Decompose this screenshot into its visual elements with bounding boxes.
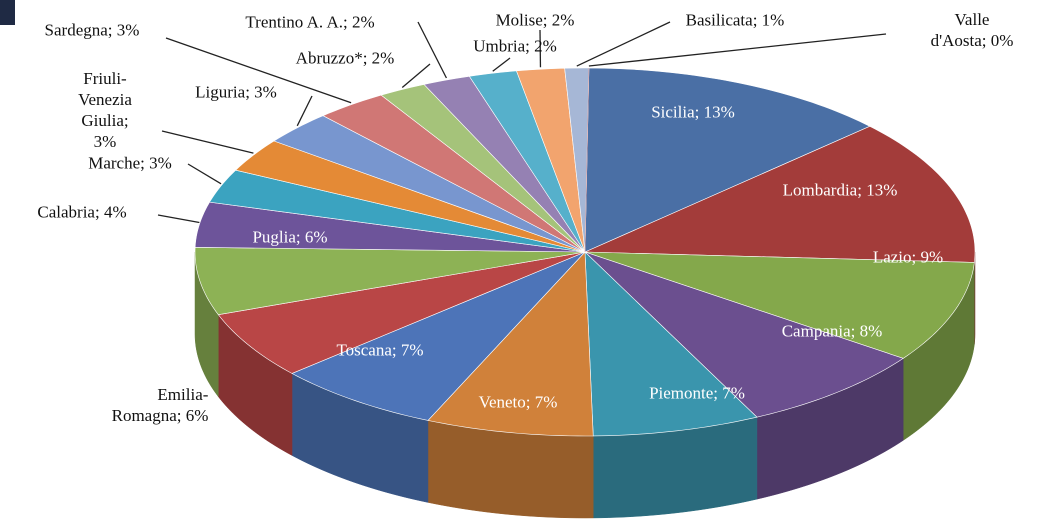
slice — [427, 251, 594, 437]
leader-line — [576, 21, 671, 67]
data-label: Molise; 2% — [495, 10, 575, 30]
leader-line — [187, 163, 222, 185]
data-label: Trentino A. A.; 2% — [245, 12, 375, 32]
data-label: Emilia- Romagna; 6% — [111, 385, 209, 425]
corner-mark — [0, 0, 15, 25]
slice — [584, 251, 975, 359]
data-label: Marche; 3% — [88, 153, 172, 173]
slice — [516, 67, 586, 253]
slice — [380, 84, 586, 253]
data-label: Basilicata; 1% — [685, 10, 785, 30]
slice — [217, 251, 586, 374]
slice — [235, 140, 586, 253]
leader-line — [588, 33, 887, 67]
slice — [584, 251, 904, 418]
data-label: Friuli- Venezia Giulia; 3% — [78, 69, 132, 151]
slice — [194, 246, 586, 316]
slice — [584, 67, 871, 253]
data-label: Veneto; 7% — [478, 392, 558, 412]
data-label: Puglia; 6% — [252, 227, 328, 247]
leader-line — [296, 95, 313, 127]
slice — [194, 201, 586, 253]
data-label: Sicilia; 13% — [651, 102, 735, 122]
slice — [584, 125, 976, 263]
leader-line — [157, 214, 200, 224]
data-label: Umbria; 2% — [473, 36, 557, 56]
slice — [468, 70, 586, 253]
slice — [584, 251, 758, 437]
slice — [322, 94, 586, 253]
data-label: Abruzzo*; 2% — [295, 48, 395, 68]
data-label: Sardegna; 3% — [44, 20, 140, 40]
data-label: Lazio; 9% — [872, 247, 944, 267]
leader-line — [492, 57, 511, 72]
data-label: Valle d'Aosta; 0% — [930, 10, 1014, 50]
data-label: Piemonte; 7% — [649, 383, 745, 403]
slice — [423, 75, 586, 253]
leader-line — [417, 21, 448, 79]
slice — [273, 115, 586, 253]
data-label: Toscana; 7% — [336, 340, 424, 360]
slice — [291, 251, 586, 421]
leader-line — [161, 130, 254, 154]
leader-line — [401, 63, 431, 88]
slice — [209, 169, 586, 253]
slice — [584, 68, 590, 253]
data-label: Lombardia; 13% — [782, 180, 898, 200]
data-label: Campania; 8% — [781, 321, 883, 341]
data-label: Liguria; 3% — [195, 82, 277, 102]
data-label: Calabria; 4% — [37, 202, 127, 222]
leader-line — [165, 37, 352, 104]
